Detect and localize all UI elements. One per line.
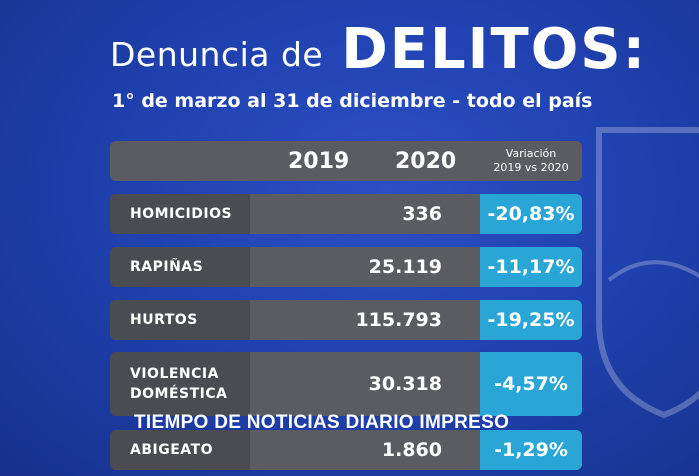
- value-2019: 1.860: [381, 439, 442, 461]
- subtitle: 1° de marzo al 31 de diciembre - todo el…: [112, 90, 593, 112]
- row-label: VIOLENCIA DOMÉSTICA: [110, 352, 250, 416]
- header-2019: 2019: [288, 148, 350, 174]
- table-row: RAPIÑAS 25.119 22.415 -11,17%: [110, 247, 582, 287]
- header-variation-line1: Variación: [505, 147, 557, 160]
- row-label: HOMICIDIOS: [110, 194, 250, 234]
- table-row: HURTOS 115.793 93.499 -19,25%: [110, 300, 582, 340]
- row-label-line1: VIOLENCIA: [130, 366, 219, 382]
- row-label: HURTOS: [110, 300, 250, 340]
- title-prefix: Denuncia de: [110, 35, 324, 74]
- watermark-text: TIEMPO DE NOTICIAS DIARIO IMPRESO: [134, 412, 510, 433]
- header-variation-line2: 2019 vs 2020: [493, 161, 569, 174]
- table-row: HOMICIDIOS 336 266 -20,83%: [110, 194, 582, 234]
- table-row: VIOLENCIA DOMÉSTICA 30.318 28.931 -4,57%: [110, 352, 582, 416]
- page-title: Denuncia de DELITOS:: [110, 12, 647, 82]
- table-row: ABIGEATO 1.860 1.836 -1,29%: [110, 430, 582, 470]
- variation-cell: -19,25%: [480, 300, 582, 340]
- row-label-line2: DOMÉSTICA: [130, 386, 228, 402]
- header-variation: Variación 2019 vs 2020: [480, 141, 582, 181]
- row-label: ABIGEATO: [110, 430, 250, 470]
- value-2019: 30.318: [368, 373, 442, 395]
- variation-cell: -4,57%: [480, 352, 582, 416]
- variation-cell: -1,29%: [480, 430, 582, 470]
- value-2019: 115.793: [355, 309, 442, 331]
- value-2019: 336: [402, 203, 442, 225]
- row-label: RAPIÑAS: [110, 247, 250, 287]
- table-header: 2019 2020 Variación 2019 vs 2020: [110, 141, 582, 181]
- value-2019: 25.119: [368, 256, 442, 278]
- emblem-watermark-icon: [596, 127, 699, 419]
- header-2020: 2020: [395, 148, 457, 174]
- variation-cell: -11,17%: [480, 247, 582, 287]
- title-main: DELITOS:: [341, 17, 648, 82]
- variation-cell: -20,83%: [480, 194, 582, 234]
